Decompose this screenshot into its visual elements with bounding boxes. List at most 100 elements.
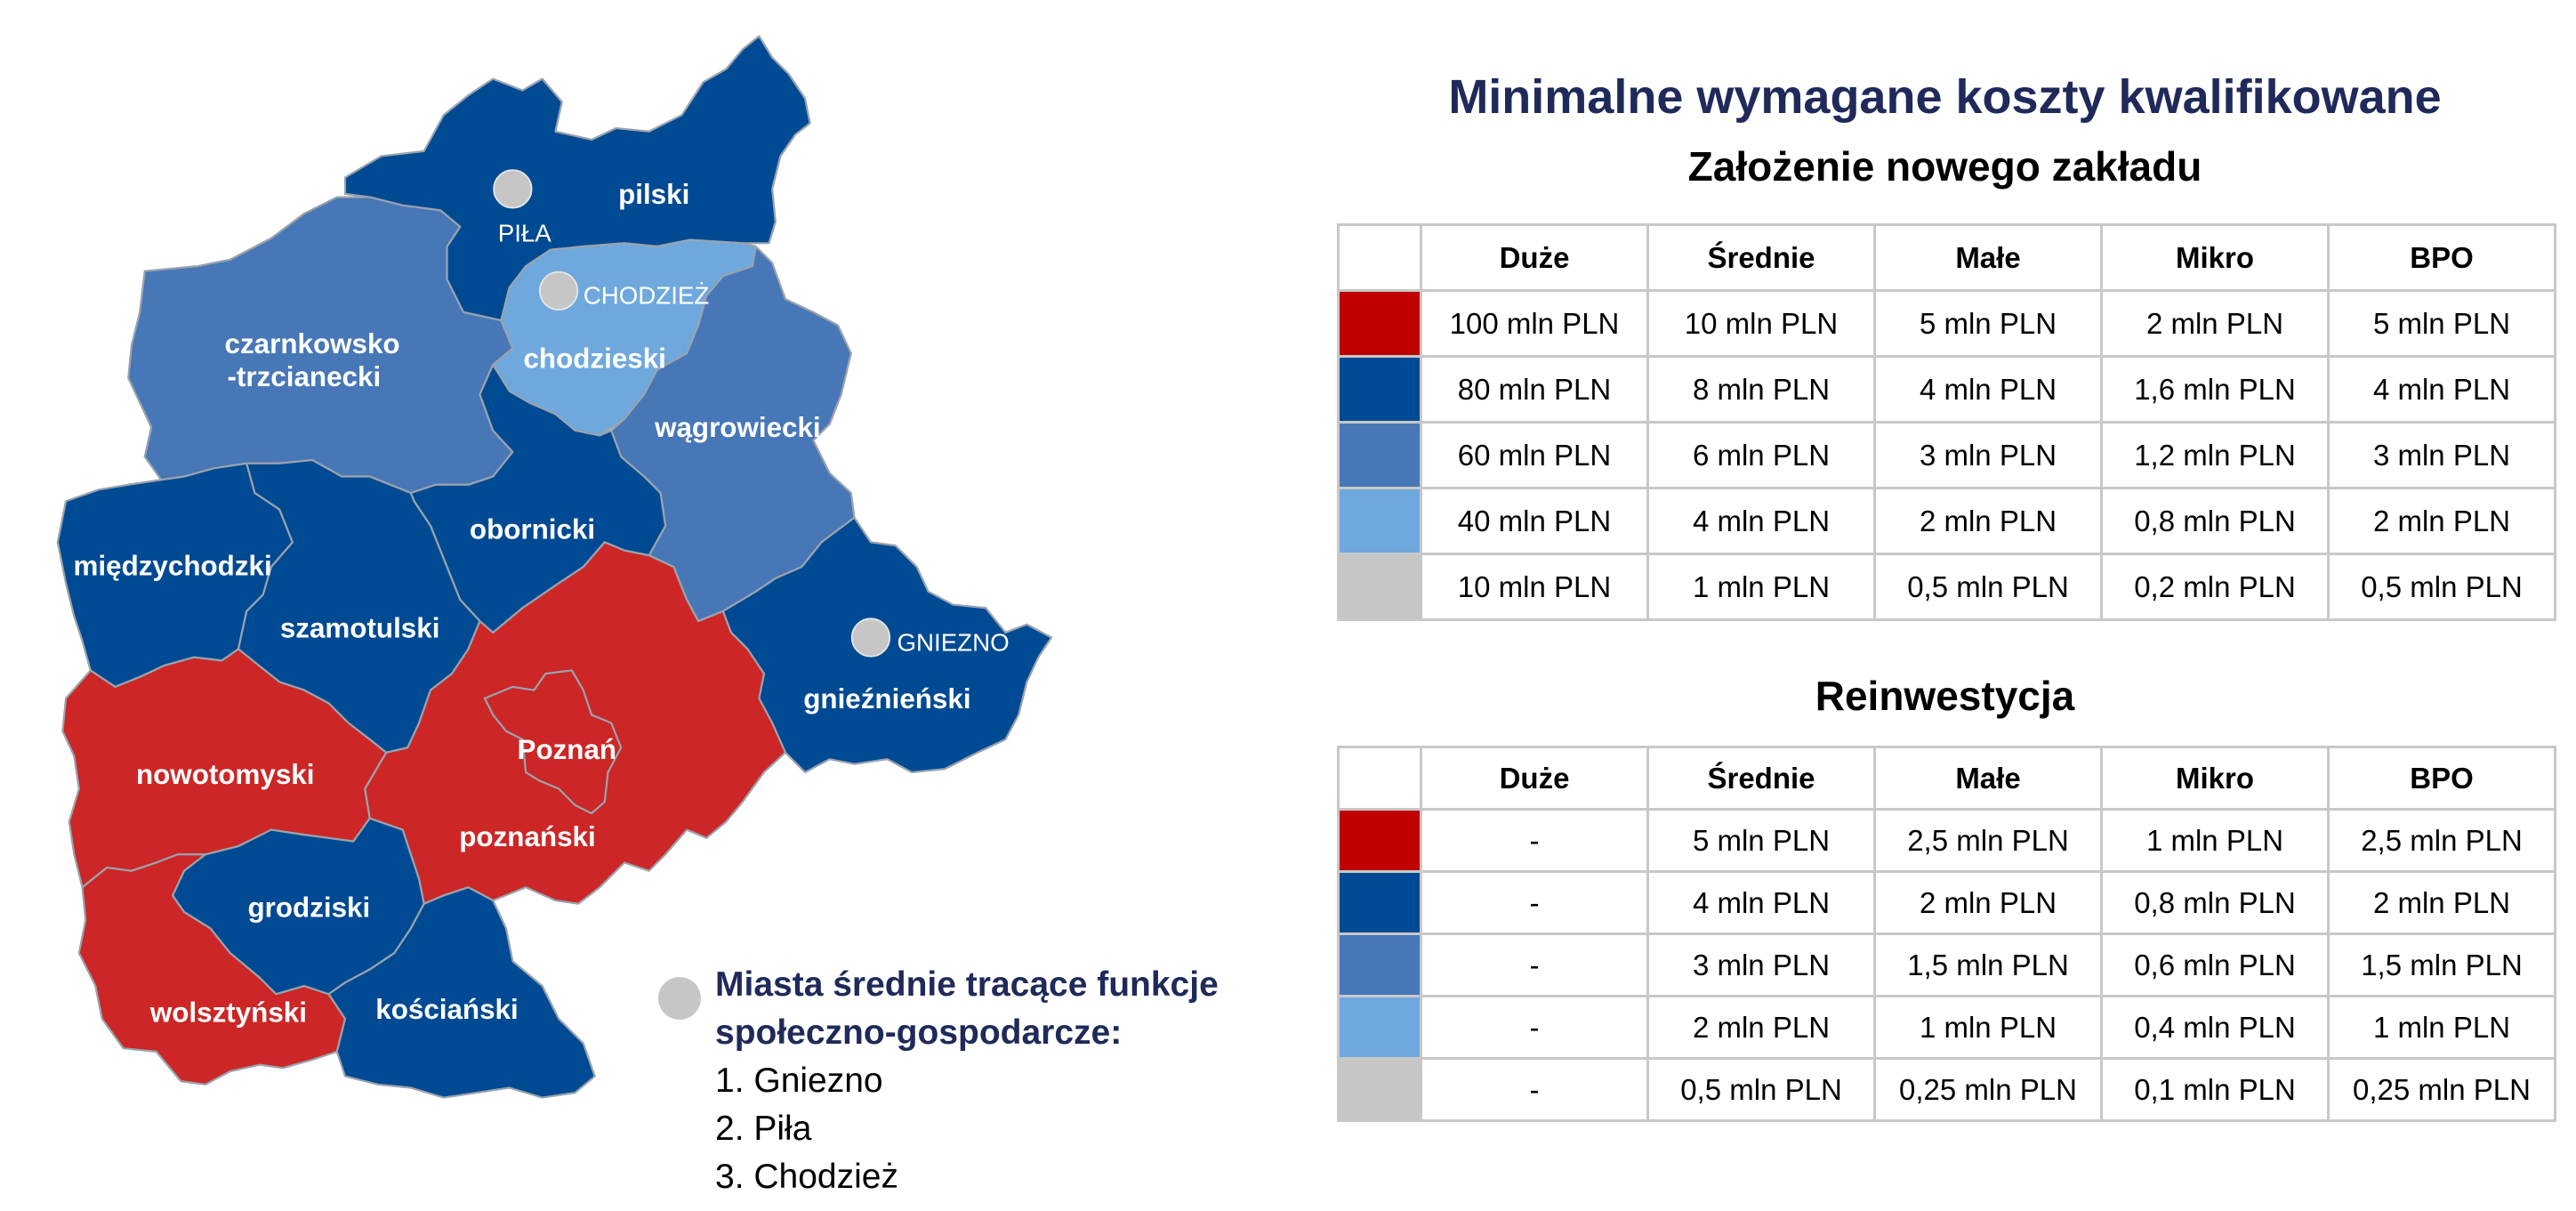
legend-item: 2. Piła (715, 1110, 812, 1148)
legend-item: 1. Gniezno (715, 1062, 883, 1100)
label-poznan: Poznań (518, 734, 617, 765)
city-marker-pila-icon (493, 169, 533, 209)
table-cell: 2 mln PLN (2327, 487, 2556, 555)
legend-city-dot-icon (658, 977, 701, 1020)
table-cell: 80 mln PLN (1420, 355, 1649, 424)
table-cell: 100 mln PLN (1420, 289, 1649, 358)
column-header: BPO (2327, 746, 2556, 811)
table-cell: 0,25 mln PLN (1873, 1057, 2103, 1122)
table-header-row: Duże Średnie Małe Mikro BPO (1337, 223, 2556, 292)
table-row: 10 mln PLN 1 mln PLN 0,5 mln PLN 0,2 mln… (1337, 553, 2556, 621)
table-cell: 0,5 mln PLN (1873, 553, 2103, 621)
column-header: Duże (1420, 746, 1649, 811)
table-cell: 8 mln PLN (1646, 355, 1876, 424)
color-swatch-light-blue (1337, 995, 1422, 1060)
table-cell: 0,1 mln PLN (2100, 1057, 2330, 1122)
region-koscianski[interactable] (327, 886, 596, 1099)
table-cell: 2 mln PLN (1873, 487, 2103, 555)
label-obornicki: obornicki (470, 514, 595, 545)
color-swatch-red (1337, 808, 1422, 873)
table-cell: 2,5 mln PLN (1873, 808, 2103, 873)
table-row: 100 mln PLN 10 mln PLN 5 mln PLN 2 mln P… (1337, 289, 2556, 358)
table-cell: - (1420, 870, 1649, 935)
swatch-header (1337, 223, 1422, 292)
table-cell: 2,5 mln PLN (2327, 808, 2556, 873)
color-swatch-dark-blue (1337, 870, 1422, 935)
table-cell: 2 mln PLN (1646, 995, 1876, 1060)
table-cell: 4 mln PLN (1873, 355, 2103, 424)
table-cell: 1,5 mln PLN (1873, 932, 2103, 997)
column-header: Mikro (2100, 223, 2330, 292)
table-cell: - (1420, 995, 1649, 1060)
table-cell: 1 mln PLN (2327, 995, 2556, 1060)
color-swatch-gray (1337, 553, 1422, 621)
table-cell: 1 mln PLN (2100, 808, 2330, 873)
table-cell: 10 mln PLN (1646, 289, 1876, 358)
label-nowotomyski: nowotomyski (136, 759, 314, 790)
table-cell: 1,6 mln PLN (2100, 355, 2330, 424)
table-row: - 3 mln PLN 1,5 mln PLN 0,6 mln PLN 1,5 … (1337, 932, 2556, 997)
label-czarnkowsko: czarnkowsko (225, 328, 400, 359)
color-swatch-medium-blue (1337, 932, 1422, 997)
table-cell: 4 mln PLN (1646, 487, 1876, 555)
table-cell: 1 mln PLN (1646, 553, 1876, 621)
table-header-row: Duże Średnie Małe Mikro BPO (1337, 746, 2556, 811)
color-swatch-dark-blue (1337, 355, 1422, 424)
city-label-pila: PIŁA (498, 219, 552, 246)
label-wolsztynski: wolsztyński (149, 997, 307, 1029)
legend-heading: Miasta średnie tracące funkcje społeczno… (715, 965, 1219, 1052)
table-cell: - (1420, 1057, 1649, 1122)
label-szamotulski: szamotulski (280, 613, 440, 644)
column-header: Mikro (2100, 746, 2330, 811)
table-cell: 2 mln PLN (2327, 870, 2556, 935)
column-header: Średnie (1646, 746, 1876, 811)
swatch-header (1337, 746, 1422, 811)
new-plant-table-title: Założenie nowego zakładu (1687, 143, 2202, 190)
label-koscianski: kościański (375, 994, 518, 1025)
column-header: Średnie (1646, 223, 1876, 292)
column-header: Małe (1873, 223, 2103, 292)
legend-list: 1. Gniezno 2. Piła 3. Chodzież (715, 1057, 898, 1201)
label-chodzieski: chodzieski (523, 343, 665, 375)
column-header: Duże (1420, 223, 1649, 292)
table-cell: 0,8 mln PLN (2100, 487, 2330, 555)
table-cell: 0,25 mln PLN (2327, 1057, 2556, 1122)
city-marker-gniezno-icon (850, 618, 891, 658)
table-cell: 0,5 mln PLN (1646, 1057, 1876, 1122)
table-cell: 0,8 mln PLN (2100, 870, 2330, 935)
table-cell: 1,2 mln PLN (2100, 421, 2330, 489)
column-header: BPO (2327, 223, 2556, 292)
region-poznan-city[interactable] (483, 669, 623, 815)
reinvestment-table-title: Reinwestycja (1815, 673, 2075, 719)
table-cell: 3 mln PLN (2327, 421, 2556, 489)
city-marker-chodziez-icon (538, 270, 579, 311)
table-cell: 1 mln PLN (1873, 995, 2103, 1060)
label-miedzychodzki: międzychodzki (74, 550, 272, 581)
city-label-gniezno: GNIEZNO (897, 628, 1009, 656)
table-row: - 2 mln PLN 1 mln PLN 0,4 mln PLN 1 mln … (1337, 995, 2556, 1060)
table-cell: 5 mln PLN (2327, 289, 2556, 358)
new-plant-table: Duże Średnie Małe Mikro BPO 100 mln PLN … (1337, 223, 2556, 621)
table-cell: 0,2 mln PLN (2100, 553, 2330, 621)
table-cell: - (1420, 808, 1649, 873)
table-cell: 40 mln PLN (1420, 487, 1649, 555)
table-row: 60 mln PLN 6 mln PLN 3 mln PLN 1,2 mln P… (1337, 421, 2556, 489)
table-row: - 0,5 mln PLN 0,25 mln PLN 0,1 mln PLN 0… (1337, 1057, 2556, 1122)
table-cell: 60 mln PLN (1420, 421, 1649, 489)
city-label-chodziez: CHODZIEŻ (584, 282, 710, 310)
column-header: Małe (1873, 746, 2103, 811)
table-cell: 0,4 mln PLN (2100, 995, 2330, 1060)
table-cell: 3 mln PLN (1646, 932, 1876, 997)
color-swatch-red (1337, 289, 1422, 358)
color-swatch-light-blue (1337, 487, 1422, 555)
table-row: 40 mln PLN 4 mln PLN 2 mln PLN 0,8 mln P… (1337, 487, 2556, 555)
reinvestment-table: Duże Średnie Małe Mikro BPO - 5 mln PLN … (1337, 746, 2556, 1122)
table-cell: 4 mln PLN (1646, 870, 1876, 935)
table-cell: 2 mln PLN (1873, 870, 2103, 935)
label-pilski: pilski (618, 179, 689, 210)
table-cell: 6 mln PLN (1646, 421, 1876, 489)
page-title: Minimalne wymagane koszty kwalifikowane (1448, 70, 2442, 124)
table-cell: 1,5 mln PLN (2327, 932, 2556, 997)
legend-item: 3. Chodzież (715, 1158, 898, 1196)
